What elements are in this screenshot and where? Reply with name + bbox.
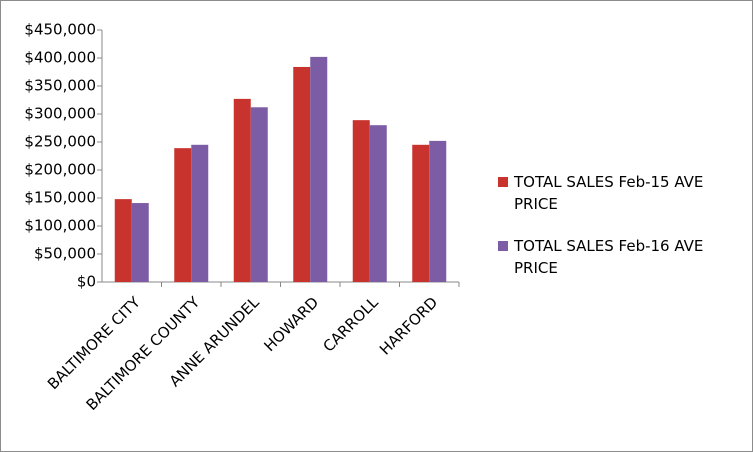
bar (369, 125, 387, 282)
bar (412, 144, 430, 282)
bar (131, 203, 149, 282)
y-tick-label: $350,000 (24, 77, 96, 95)
legend-entry: TOTAL SALES Feb-15 AVE PRICE (498, 171, 743, 215)
legend-swatch (498, 241, 508, 251)
x-tick-label: HOWARD (260, 293, 322, 355)
bar (250, 107, 268, 282)
bar (429, 140, 447, 282)
x-tick-label: BALTIMORE COUNTY (83, 293, 204, 414)
bar (293, 66, 311, 283)
y-tick-label: $400,000 (24, 49, 96, 67)
y-tick-label: $100,000 (24, 217, 96, 235)
bar (352, 120, 370, 282)
legend-swatch (498, 177, 508, 187)
y-tick-label: $50,000 (34, 245, 96, 263)
y-tick-label: $150,000 (24, 189, 96, 207)
bar (233, 98, 251, 282)
x-tick-label: CARROLL (319, 293, 382, 356)
bar (310, 56, 328, 282)
legend: TOTAL SALES Feb-15 AVE PRICE TOTAL SALES … (498, 171, 743, 279)
legend-label: TOTAL SALES Feb-15 AVE PRICE (514, 173, 704, 213)
legend-label: TOTAL SALES Feb-16 AVE PRICE (514, 237, 704, 277)
legend-entry: TOTAL SALES Feb-16 AVE PRICE (498, 235, 743, 279)
bar (191, 144, 209, 282)
x-tick-label: HARFORD (376, 293, 441, 358)
bar (114, 199, 132, 282)
y-tick-label: $250,000 (24, 133, 96, 151)
y-tick-label: $200,000 (24, 161, 96, 179)
y-tick-label: $0 (77, 273, 96, 291)
bar (174, 148, 192, 282)
y-tick-label: $300,000 (24, 105, 96, 123)
y-tick-label: $450,000 (24, 21, 96, 39)
